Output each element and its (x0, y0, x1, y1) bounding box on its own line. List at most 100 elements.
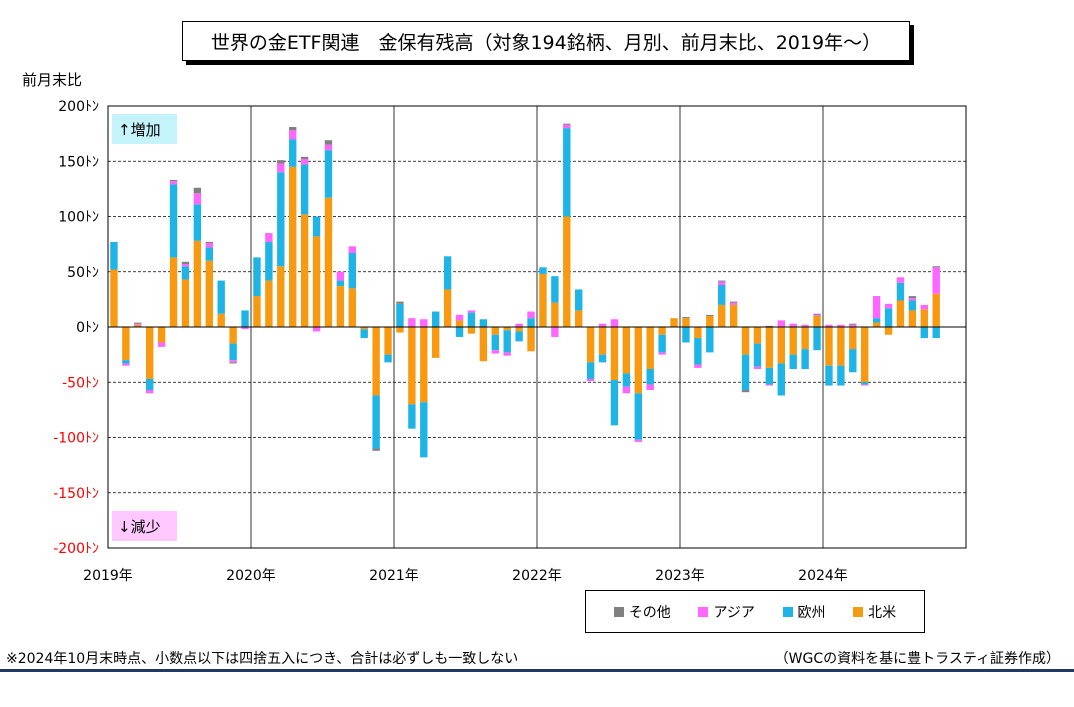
legend-label-other: その他 (628, 604, 671, 621)
bar-europe (586, 362, 595, 379)
bar-asia (420, 319, 428, 327)
bar-north-america (539, 273, 547, 327)
bar-europe (932, 327, 940, 339)
bar-asia (825, 324, 833, 327)
bar-europe (253, 257, 261, 297)
bar-europe (110, 241, 118, 270)
legend-swatch-north-america (853, 606, 864, 617)
bar-north-america (110, 269, 118, 327)
bar-asia (777, 320, 785, 327)
source-note: （WGCの資料を基に豊トラスティ証券作成） (774, 651, 1060, 667)
bar-other (300, 156, 309, 160)
bar-europe (849, 349, 857, 373)
bar-asia (527, 311, 535, 319)
bar-europe (420, 402, 428, 458)
bar-asia (277, 163, 285, 173)
bar-europe (432, 311, 440, 327)
bar-other (706, 314, 714, 316)
y-tick-label: -200ﾄﾝ (53, 541, 99, 557)
bar-europe (884, 308, 893, 327)
bar-europe (312, 216, 321, 237)
bar-europe (277, 172, 285, 267)
bar-asia (646, 384, 654, 390)
bar-asia (169, 181, 178, 185)
bar-asia (849, 324, 857, 327)
bar-north-america (479, 327, 488, 362)
bar-north-america (706, 315, 714, 327)
bar-north-america (872, 322, 881, 327)
bar-north-america (324, 197, 333, 327)
bar-europe (634, 393, 642, 440)
bar-europe (443, 256, 452, 290)
bar-other (289, 126, 297, 131)
y-tick-label: -50ﾄﾝ (62, 375, 99, 391)
bar-europe (789, 354, 797, 369)
bar-europe (396, 303, 404, 327)
bar-asia (658, 352, 666, 355)
y-tick-label: -150ﾄﾝ (53, 486, 99, 502)
bar-asia (563, 124, 571, 129)
bar-north-america (586, 327, 595, 363)
decrease-annotation-bg (112, 511, 177, 541)
bar-europe (896, 282, 905, 301)
bar-north-america (563, 216, 571, 327)
bar-north-america (157, 327, 166, 343)
bar-europe (193, 204, 202, 241)
bar-asia (193, 193, 202, 205)
bar-other (765, 325, 774, 327)
bar-north-america (134, 324, 142, 327)
y-tick-label: 150ﾄﾝ (58, 154, 99, 170)
legend-label-europe: 欧州 (797, 604, 826, 621)
bar-europe (360, 329, 368, 339)
bar-north-america (503, 327, 511, 331)
bar-asia (813, 314, 821, 316)
bar-other (563, 123, 571, 125)
bar-north-america (360, 327, 368, 330)
bar-asia (300, 159, 309, 165)
bar-north-america (217, 313, 225, 327)
bar-europe (408, 404, 416, 429)
bar-europe (622, 373, 631, 387)
bar-other (324, 140, 333, 145)
bar-north-america (598, 327, 607, 355)
bar-other (169, 180, 178, 182)
bar-asia (861, 384, 869, 386)
bar-north-america (455, 320, 464, 327)
bar-asia (491, 350, 499, 354)
y-tick-label: 50ﾄﾝ (67, 265, 99, 281)
bar-north-america (789, 327, 797, 355)
bar-europe (837, 365, 845, 386)
bar-north-america (658, 327, 666, 335)
bar-asia (634, 439, 642, 442)
bar-north-america (932, 293, 940, 327)
bar-other (396, 301, 404, 304)
bar-asia (467, 310, 476, 313)
bar-europe (372, 395, 380, 449)
bar-north-america (861, 327, 869, 383)
bar-europe (515, 331, 523, 342)
bar-north-america (682, 318, 690, 327)
bar-asia (181, 264, 190, 267)
bar-north-america (837, 327, 845, 366)
bar-asia (408, 318, 416, 327)
x-year-label: 2021年 (369, 568, 419, 584)
bar-asia (789, 323, 797, 327)
increase-annotation-bg (112, 114, 177, 144)
bar-other (682, 317, 690, 319)
bar-north-america (372, 327, 380, 396)
bar-other (193, 187, 202, 194)
bar-other (908, 296, 917, 299)
bar-north-america (634, 327, 642, 394)
bar-north-america (849, 327, 857, 350)
bar-north-america (229, 327, 237, 344)
bar-asia (336, 271, 345, 281)
bar-asia (455, 314, 464, 321)
bar-asia (241, 327, 249, 330)
bar-north-america (348, 288, 356, 327)
bar-europe (491, 334, 499, 351)
legend: その他 アジア 欧州 北米 (585, 590, 925, 633)
bar-north-america (408, 327, 416, 405)
bar-asia (884, 303, 893, 309)
bottom-rule (0, 669, 1074, 672)
